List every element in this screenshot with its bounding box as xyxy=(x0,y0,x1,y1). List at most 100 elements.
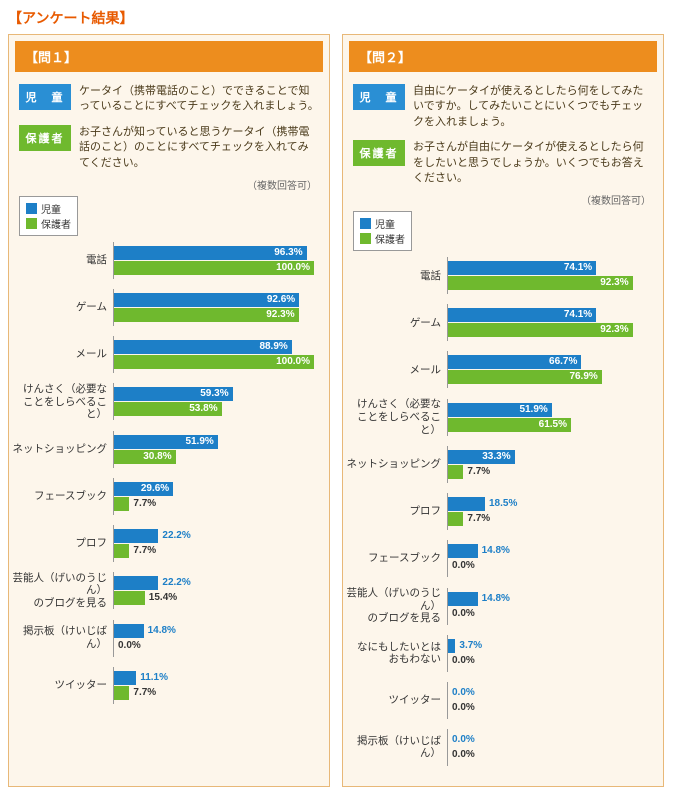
bar-value-guardian: 0.0% xyxy=(452,607,475,621)
bars-group: 14.8%0.0% xyxy=(447,540,657,577)
bars-group: 22.2%7.7% xyxy=(113,525,323,562)
bar-wrap-child: 88.9% xyxy=(114,340,323,354)
chart-row: 掲示板（けいじばん）0.0%0.0% xyxy=(343,729,657,766)
legend: 児童保護者 xyxy=(353,211,412,251)
category-label: フェースブック xyxy=(9,490,113,503)
bar-value-child: 18.5% xyxy=(489,497,517,511)
legend-child: 児童 xyxy=(360,216,405,231)
category-label: ネットショッピング xyxy=(9,443,113,456)
prompt-child-row: 児 童ケータイ（携帯電話のこと）でできることで知っていることにすべてチェックを入… xyxy=(9,80,329,121)
bar-value-child: 14.8% xyxy=(148,624,176,638)
prompt-child-row: 児 童自由にケータイが使えるとしたら何をしてみたいですか。してみたいことにいくつ… xyxy=(343,80,663,136)
chart-row: フェースブック29.6%7.7% xyxy=(9,478,323,515)
legend: 児童保護者 xyxy=(19,196,78,236)
bar-wrap-guardian: 76.9% xyxy=(448,370,657,384)
bar-wrap-guardian: 100.0% xyxy=(114,261,323,275)
bar-value-guardian: 100.0% xyxy=(276,261,310,275)
badge-child: 児 童 xyxy=(353,84,405,110)
question-header: 【問２】 xyxy=(349,41,657,72)
legend-guardian: 保護者 xyxy=(26,216,71,231)
bar-child xyxy=(448,544,478,558)
bar-wrap-child: 14.8% xyxy=(448,592,657,606)
bar-wrap-guardian: 15.4% xyxy=(114,591,323,605)
category-label: 掲示板（けいじばん） xyxy=(343,735,447,760)
bar-value-child: 96.3% xyxy=(274,246,302,260)
chart: 電話74.1%92.3%ゲーム74.1%92.3%メール66.7%76.9%けん… xyxy=(343,257,663,766)
bar-child xyxy=(114,576,158,590)
bar-wrap-guardian: 7.7% xyxy=(114,497,323,511)
category-label: けんさく（必要なことをしらべること） xyxy=(9,383,113,421)
bars-group: 14.8% 0.0% xyxy=(113,620,323,657)
bar-guardian xyxy=(114,544,129,558)
chart-row: メール88.9%100.0% xyxy=(9,336,323,373)
category-label: 芸能人（げいのうじん）のブログを見る xyxy=(9,572,113,610)
category-label: 掲示板（けいじばん） xyxy=(9,625,113,650)
category-label: なにもしたいとはおもわない xyxy=(343,641,447,666)
bar-value-child: 0.0% xyxy=(452,733,475,747)
bar-wrap-guardian: 0.0% xyxy=(448,559,657,573)
bar-value-guardian: 0.0% xyxy=(118,639,141,653)
bars-group: 88.9%100.0% xyxy=(113,336,323,373)
bar-value-child: 22.2% xyxy=(162,576,190,590)
bar-value-guardian: 7.7% xyxy=(133,497,156,511)
bars-group: 18.5%7.7% xyxy=(447,493,657,530)
bar-value-child: 3.7% xyxy=(459,639,482,653)
bar-value-guardian: 30.8% xyxy=(143,450,171,464)
bars-group: 74.1%92.3% xyxy=(447,304,657,341)
category-label: ゲーム xyxy=(343,317,447,330)
bar-value-guardian: 61.5% xyxy=(539,418,567,432)
bar-guardian xyxy=(448,465,463,479)
bar-value-child: 74.1% xyxy=(564,308,592,322)
bars-group: 51.9% 30.8% xyxy=(113,431,323,468)
bar-value-guardian: 15.4% xyxy=(149,591,177,605)
legend-guardian-label: 保護者 xyxy=(41,216,71,231)
bar-guardian xyxy=(114,686,129,700)
note-multiple: （複数回答可） xyxy=(343,192,663,209)
chart-row: ツイッター11.1%7.7% xyxy=(9,667,323,704)
bar-wrap-guardian: 100.0% xyxy=(114,355,323,369)
bar-value-guardian: 76.9% xyxy=(569,370,597,384)
category-label: けんさく（必要なことをしらべること） xyxy=(343,398,447,436)
prompt-child-text: 自由にケータイが使えるとしたら何をしてみたいですか。してみたいことにいくつでもチ… xyxy=(413,84,653,130)
bar-value-child: 92.6% xyxy=(267,293,295,307)
prompt-guardian-row: 保護者お子さんが自由にケータイが使えるとしたら何をしたいと思うでしょうか。いくつ… xyxy=(343,136,663,192)
chart-row: ゲーム92.6%92.3% xyxy=(9,289,323,326)
bar-value-child: 74.1% xyxy=(564,261,592,275)
bar-wrap-guardian: 0.0% xyxy=(114,639,323,653)
bar-wrap-child: 3.7% xyxy=(448,639,657,653)
bar-value-child: 0.0% xyxy=(452,686,475,700)
chart-row: けんさく（必要なことをしらべること）51.9%61.5% xyxy=(343,398,657,436)
category-label: プロフ xyxy=(9,537,113,550)
panels-container: 【問１】児 童ケータイ（携帯電話のこと）でできることで知っていることにすべてチェ… xyxy=(8,34,672,787)
category-label: 電話 xyxy=(9,254,113,267)
category-label: フェースブック xyxy=(343,552,447,565)
bar-wrap-child: 74.1% xyxy=(448,308,657,322)
bar-value-child: 51.9% xyxy=(185,435,213,449)
bar-wrap-child: 18.5% xyxy=(448,497,657,511)
category-label: ゲーム xyxy=(9,301,113,314)
bar-value-guardian: 7.7% xyxy=(133,686,156,700)
legend-guardian: 保護者 xyxy=(360,231,405,246)
swatch-guardian xyxy=(360,233,371,244)
bar-value-child: 22.2% xyxy=(162,529,190,543)
bar-wrap-guardian: 92.3% xyxy=(448,276,657,290)
bar-wrap-child: 96.3% xyxy=(114,246,323,260)
category-label: メール xyxy=(343,364,447,377)
bar-wrap-child: 66.7% xyxy=(448,355,657,369)
badge-guardian: 保護者 xyxy=(353,140,405,166)
bars-group: 74.1%92.3% xyxy=(447,257,657,294)
bar-wrap-guardian: 7.7% xyxy=(114,544,323,558)
legend-child: 児童 xyxy=(26,201,71,216)
bar-wrap-child: 92.6% xyxy=(114,293,323,307)
bar-value-child: 88.9% xyxy=(259,340,287,354)
bar-wrap-child: 51.9% xyxy=(448,403,657,417)
badge-guardian: 保護者 xyxy=(19,125,71,151)
bars-group: 0.0%0.0% xyxy=(447,682,657,719)
bar-child xyxy=(448,592,478,606)
bars-group: 22.2%15.4% xyxy=(113,572,323,609)
chart-row: メール66.7%76.9% xyxy=(343,351,657,388)
bar-wrap-child: 51.9% xyxy=(114,435,323,449)
bar-wrap-guardian: 7.7% xyxy=(114,686,323,700)
panel-q1: 【問１】児 童ケータイ（携帯電話のこと）でできることで知っていることにすべてチェ… xyxy=(8,34,330,787)
bar-wrap-child: 29.6% xyxy=(114,482,323,496)
